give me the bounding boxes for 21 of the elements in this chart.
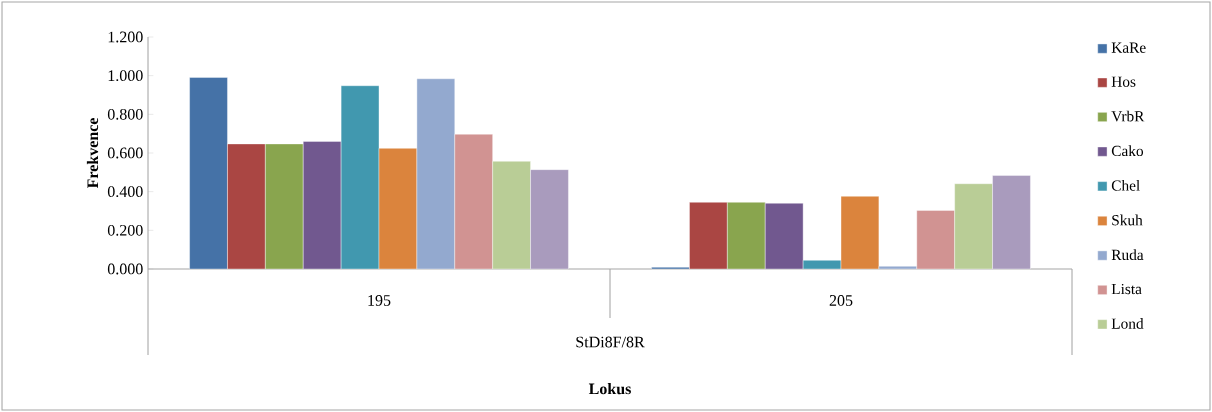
x-axis-title: Lokus (588, 382, 631, 395)
y-tick-label: 0.600 (107, 147, 143, 159)
y-tick-label: 0.200 (107, 224, 143, 236)
y-axis-title: Frekvence (86, 118, 99, 189)
legend-label: KaRe (1111, 42, 1146, 53)
legend-label: VrbR (1111, 110, 1145, 122)
legend-label: Chel (1111, 179, 1140, 191)
y-tick-label: 1.000 (108, 70, 143, 82)
y-tick-label: 1.200 (108, 31, 143, 43)
x-tick-label: 205 (829, 295, 853, 306)
legend-label: Hos (1111, 76, 1136, 87)
legend-label: Lista (1111, 283, 1142, 295)
text: StDi8F/8R (576, 336, 645, 348)
legend-label: Lond (1111, 318, 1144, 329)
y-tick-label: 0.000 (107, 263, 143, 275)
y-tick-label: 0.400 (107, 186, 143, 198)
y-tick-label: 0.800 (107, 108, 143, 120)
legend-label: Cako (1111, 145, 1144, 157)
legend-label: Ruda (1111, 249, 1144, 261)
x-tick-label: 195 (368, 295, 391, 306)
legend-label: Skuh (1112, 214, 1143, 226)
